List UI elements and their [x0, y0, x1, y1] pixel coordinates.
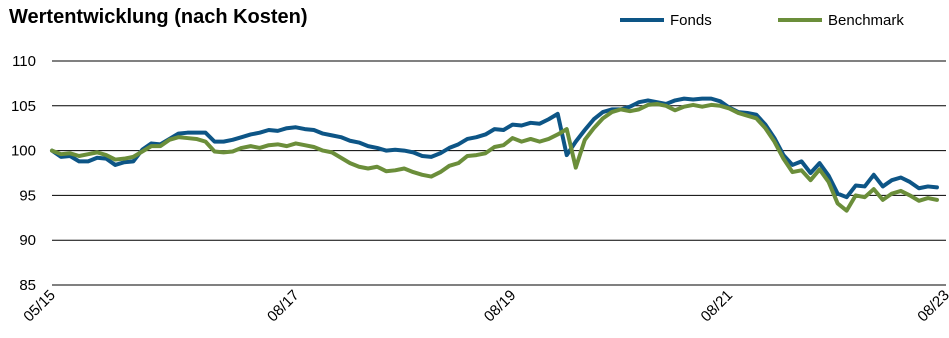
legend-label-benchmark: Benchmark: [828, 11, 904, 29]
x-tick-label: 08/23: [914, 287, 949, 326]
legend-swatch-fonds: [620, 18, 664, 22]
y-tick-label: 105: [11, 98, 36, 115]
x-tick-label: 08/19: [481, 287, 520, 326]
x-tick-label: 08/21: [698, 287, 737, 326]
legend-item-fonds: Fonds: [620, 8, 712, 32]
chart-title: Wertentwicklung (nach Kosten): [9, 6, 308, 28]
legend-swatch-benchmark: [778, 18, 822, 22]
series-line-fonds: [50, 96, 939, 200]
y-tick-label: 95: [19, 187, 36, 204]
series-line-benchmark: [50, 102, 939, 213]
legend-item-benchmark: Benchmark: [778, 8, 904, 32]
y-tick-label: 110: [12, 53, 36, 70]
x-axis-labels: 05/15 08/17 08/19 08/21 08/23: [20, 287, 949, 326]
series-lines: [50, 96, 939, 213]
x-tick-label: 08/17: [264, 287, 303, 326]
gridlines: [52, 60, 946, 286]
legend-label-fonds: Fonds: [670, 11, 712, 29]
y-axis-labels: 85 90 95 100 105 110: [11, 53, 36, 294]
y-tick-label: 90: [19, 232, 36, 249]
y-tick-label: 85: [19, 277, 36, 294]
legend: Fonds Benchmark: [0, 8, 949, 32]
y-tick-label: 100: [11, 143, 36, 160]
